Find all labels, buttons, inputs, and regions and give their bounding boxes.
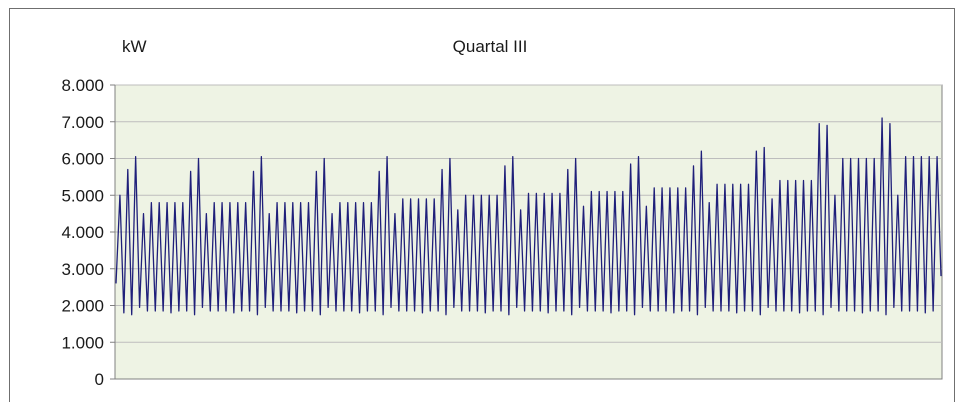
- y-tick-label: 6.000: [61, 150, 104, 169]
- y-tick-label: 2.000: [61, 297, 104, 316]
- y-tick-label: 3.000: [61, 260, 104, 279]
- chart-title: Quartal III: [453, 37, 528, 56]
- y-tick-label: 0: [95, 370, 104, 389]
- series-group: [115, 117, 942, 316]
- y-axis-unit-label: kW: [122, 37, 147, 56]
- chart-frame: kW Quartal III 0 1.000 2.000 3.000 4.000 5.00…: [9, 8, 955, 402]
- chart-canvas: kW Quartal III 0 1.000 2.000 3.000 4.000 5.00…: [61, 37, 943, 389]
- y-tick-label: 1.000: [61, 333, 104, 352]
- y-tick-label: 5.000: [61, 186, 104, 205]
- y-tick-label: 7.000: [61, 113, 104, 132]
- axes: [114, 85, 942, 380]
- series-line: [115, 117, 942, 316]
- y-axis-ticks: 0 1.000 2.000 3.000 4.000 5.000 6.000 7.000 8.00…: [61, 76, 115, 389]
- y-tick-label: 4.000: [61, 223, 104, 242]
- y-tick-label: 8.000: [61, 76, 104, 95]
